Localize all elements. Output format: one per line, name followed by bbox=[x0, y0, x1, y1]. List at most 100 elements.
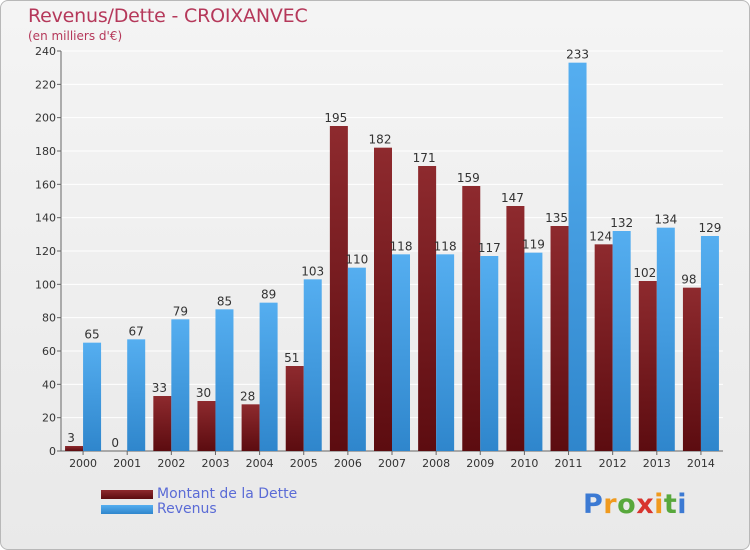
debt-value-label: 0 bbox=[111, 436, 119, 450]
revenue-value-label: 79 bbox=[173, 304, 188, 318]
x-tick-label: 2012 bbox=[599, 457, 627, 470]
debt-value-label: 102 bbox=[633, 266, 656, 280]
y-tick-label: 220 bbox=[35, 78, 56, 91]
debt-bar bbox=[594, 244, 613, 451]
logo-letter: i bbox=[654, 489, 664, 520]
revenue-bar bbox=[127, 339, 146, 451]
debt-value-label: 33 bbox=[152, 381, 167, 395]
logo-letter: P bbox=[583, 489, 604, 520]
x-tick-label: 2008 bbox=[422, 457, 450, 470]
x-tick-label: 2000 bbox=[69, 457, 97, 470]
y-tick-label: 60 bbox=[42, 345, 56, 358]
debt-bar bbox=[506, 206, 525, 451]
debt-bar bbox=[638, 281, 657, 451]
revenue-value-label: 129 bbox=[698, 221, 721, 235]
x-tick-label: 2001 bbox=[113, 457, 141, 470]
y-axis: 0 20 40 60 80 100 120 140 160 180 200 220 240 bbox=[35, 45, 62, 458]
y-tick-label: 80 bbox=[42, 312, 56, 325]
revenue-bar bbox=[700, 236, 719, 451]
x-tick-label: 2003 bbox=[201, 457, 229, 470]
debt-bar bbox=[374, 147, 392, 451]
legend-swatch-debt bbox=[101, 490, 153, 499]
debt-value-label: 51 bbox=[284, 351, 299, 365]
y-tick-label: 120 bbox=[35, 245, 56, 258]
logo-letter: t bbox=[663, 489, 678, 520]
x-tick-label: 2006 bbox=[334, 457, 362, 470]
revenue-bar bbox=[303, 279, 322, 451]
revenue-bar bbox=[215, 309, 234, 451]
revenue-bar bbox=[347, 267, 366, 451]
logo-letter: x bbox=[636, 489, 655, 520]
revenue-bar bbox=[83, 342, 102, 451]
revenue-value-label: 134 bbox=[654, 213, 677, 227]
chart-title: Revenus/Dette - CROIXANVEC bbox=[28, 5, 308, 27]
x-tick-label: 2007 bbox=[378, 457, 406, 470]
debt-bar bbox=[462, 186, 481, 451]
legend-label-debt: Montant de la Dette bbox=[157, 486, 298, 502]
revenue-bar bbox=[436, 254, 455, 451]
y-tick-label: 160 bbox=[35, 178, 56, 191]
revenue-value-label: 67 bbox=[129, 324, 144, 338]
logo-letter: o bbox=[617, 489, 637, 520]
revenue-bar bbox=[524, 252, 543, 451]
y-tick-label: 200 bbox=[35, 112, 56, 125]
debt-bar bbox=[329, 126, 348, 451]
debt-value-label: 147 bbox=[501, 191, 524, 205]
debt-bar bbox=[550, 226, 569, 451]
y-tick-label: 140 bbox=[35, 212, 56, 225]
bars bbox=[65, 62, 719, 452]
revenue-value-label: 103 bbox=[301, 264, 324, 278]
x-tick-label: 2011 bbox=[555, 457, 583, 470]
debt-bar bbox=[418, 166, 437, 451]
chart-subtitle: (en milliers d'€) bbox=[28, 29, 123, 43]
debt-value-label: 98 bbox=[681, 273, 696, 287]
debt-bar bbox=[153, 396, 172, 451]
revenue-value-label: 110 bbox=[345, 253, 368, 267]
revenue-bar bbox=[259, 302, 278, 451]
y-tick-label: 100 bbox=[35, 278, 56, 291]
logo-letter: i bbox=[677, 489, 688, 520]
debt-value-label: 195 bbox=[324, 111, 347, 125]
x-tick-label: 2009 bbox=[466, 457, 494, 470]
revenue-bar bbox=[392, 254, 410, 451]
debt-value-label: 135 bbox=[545, 211, 568, 225]
debt-bar bbox=[197, 401, 216, 451]
legend-swatch-revenue bbox=[101, 505, 153, 514]
proxiti-logo: Proxiti bbox=[583, 489, 687, 520]
y-tick-label: 40 bbox=[42, 378, 56, 391]
debt-value-label: 30 bbox=[196, 386, 211, 400]
legend-label-revenue: Revenus bbox=[157, 501, 217, 517]
revenue-value-label: 89 bbox=[261, 288, 276, 302]
revenue-value-label: 118 bbox=[390, 239, 413, 253]
logo-letter: r bbox=[603, 489, 618, 520]
x-tick-label: 2013 bbox=[643, 457, 671, 470]
revenue-value-label: 118 bbox=[434, 239, 457, 253]
revenue-bar bbox=[612, 231, 631, 451]
x-tick-label: 2010 bbox=[510, 457, 538, 470]
revenue-bar bbox=[568, 62, 587, 452]
debt-bar bbox=[65, 446, 84, 451]
debt-value-label: 28 bbox=[240, 389, 255, 403]
x-axis: 2000 2001 2002 2003 2004 2005 2006 2007 2008 2009… bbox=[69, 451, 715, 470]
data-labels: 3 65 0 67 33 79 30 85 28 89 51 103 195 110 182 118 171 11… bbox=[67, 48, 721, 450]
revenue-value-label: 85 bbox=[217, 294, 232, 308]
revenue-bar bbox=[480, 256, 499, 451]
revenue-value-label: 132 bbox=[610, 216, 633, 230]
debt-value-label: 182 bbox=[369, 133, 392, 147]
x-tick-label: 2004 bbox=[246, 457, 274, 470]
debt-value-label: 124 bbox=[589, 229, 612, 243]
revenue-value-label: 117 bbox=[478, 241, 501, 255]
revenue-bar bbox=[171, 319, 190, 451]
y-tick-label: 0 bbox=[49, 445, 56, 458]
debt-value-label: 171 bbox=[413, 151, 436, 165]
debt-bar bbox=[241, 404, 260, 451]
debt-bar bbox=[285, 366, 304, 451]
y-tick-label: 20 bbox=[42, 412, 56, 425]
x-tick-label: 2014 bbox=[687, 457, 715, 470]
debt-value-label: 159 bbox=[457, 171, 480, 185]
debt-bar bbox=[682, 287, 701, 451]
y-tick-label: 240 bbox=[35, 45, 56, 58]
x-tick-label: 2005 bbox=[290, 457, 318, 470]
